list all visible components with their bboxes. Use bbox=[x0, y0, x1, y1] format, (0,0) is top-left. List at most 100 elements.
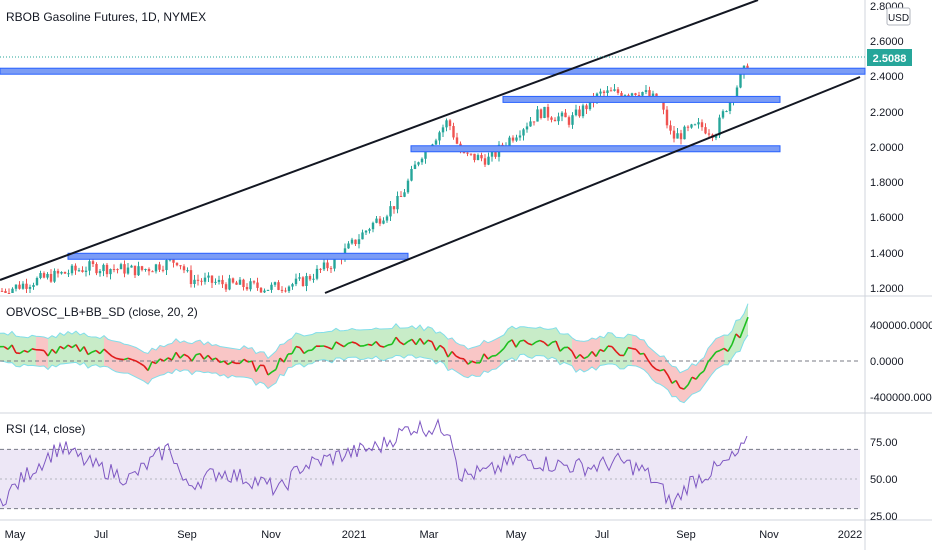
candle-body bbox=[536, 109, 538, 121]
candle-body bbox=[158, 264, 160, 269]
candle-body bbox=[393, 206, 395, 209]
candle-body bbox=[183, 266, 185, 270]
oscillator-band-fill bbox=[248, 348, 252, 379]
candle-body bbox=[543, 107, 545, 118]
candle-body bbox=[683, 127, 685, 139]
candle-body bbox=[547, 107, 549, 118]
price-tick-label: 1.6000 bbox=[870, 212, 904, 224]
candle-body bbox=[449, 120, 451, 126]
candle-body bbox=[15, 285, 17, 289]
oscillator-band-fill bbox=[388, 329, 392, 359]
candle-body bbox=[725, 111, 727, 112]
oscillator-band-fill bbox=[132, 346, 136, 377]
candle-body bbox=[484, 158, 486, 164]
oscillator-band-fill bbox=[36, 336, 40, 366]
oscillator-band-fill bbox=[116, 341, 120, 372]
candle-body bbox=[382, 221, 384, 224]
price-tick-label: 2.0000 bbox=[870, 142, 904, 154]
candle-body bbox=[561, 113, 563, 117]
time-tick-label: May bbox=[5, 529, 26, 541]
candle-body bbox=[417, 162, 419, 164]
candle-body bbox=[144, 269, 146, 270]
candle-body bbox=[99, 271, 101, 273]
candle-body bbox=[249, 281, 251, 289]
candle-body bbox=[302, 277, 304, 286]
oscillator-segment bbox=[32, 349, 36, 350]
price-pane[interactable] bbox=[0, 0, 865, 294]
candle-body bbox=[606, 90, 608, 93]
rsi-tick-label: 50.00 bbox=[870, 474, 898, 486]
candle-body bbox=[120, 264, 122, 269]
candle-body bbox=[708, 133, 710, 134]
oscillator-segment bbox=[40, 350, 44, 351]
candle-body bbox=[74, 266, 76, 271]
candle-body bbox=[347, 243, 349, 248]
oscillator-segment bbox=[196, 354, 200, 355]
candle-body bbox=[211, 276, 213, 283]
candle-body bbox=[176, 263, 178, 265]
candle-body bbox=[669, 125, 671, 130]
candle-body bbox=[403, 192, 405, 196]
candle-body bbox=[116, 269, 118, 270]
candle-body bbox=[225, 284, 227, 289]
oscillator-band-fill bbox=[40, 336, 44, 366]
candle-body bbox=[529, 121, 531, 126]
candle-body bbox=[323, 263, 325, 270]
price-tick-label: 2.4000 bbox=[870, 71, 904, 83]
candle-body bbox=[25, 284, 27, 289]
candle-body bbox=[438, 132, 440, 140]
oscillator-segment bbox=[388, 344, 392, 345]
candle-body bbox=[267, 290, 269, 291]
candle-body bbox=[410, 169, 412, 181]
oscillator-band-fill bbox=[120, 342, 124, 373]
horizontal-level-line bbox=[503, 96, 780, 102]
candle-body bbox=[400, 196, 402, 197]
candle-body bbox=[722, 111, 724, 117]
candle-body bbox=[515, 138, 517, 141]
candle-body bbox=[246, 287, 248, 289]
candle-body bbox=[130, 266, 132, 268]
horizontal-level-line bbox=[0, 68, 865, 74]
candle-body bbox=[582, 105, 584, 116]
candle-body bbox=[291, 284, 293, 286]
horizontal-level-line bbox=[68, 253, 408, 259]
candle-body bbox=[295, 279, 297, 284]
rsi-pane[interactable] bbox=[0, 420, 860, 509]
candle-body bbox=[263, 291, 265, 293]
candle-body bbox=[106, 265, 108, 274]
candle-body bbox=[512, 138, 514, 141]
candle-body bbox=[333, 259, 335, 269]
candle-body bbox=[11, 289, 13, 293]
price-tick-label: 2.6000 bbox=[870, 36, 904, 48]
candle-body bbox=[64, 272, 66, 274]
oscillator-band-fill bbox=[680, 371, 684, 403]
oscillator-segment bbox=[628, 348, 632, 349]
candle-body bbox=[540, 109, 542, 118]
candle-body bbox=[599, 92, 601, 94]
oscillator-band-fill bbox=[492, 339, 496, 370]
candle-body bbox=[193, 280, 195, 284]
candle-body bbox=[197, 280, 199, 281]
candle-body bbox=[179, 265, 181, 266]
candle-body bbox=[697, 122, 699, 124]
candle-body bbox=[22, 284, 24, 289]
time-tick-label: Nov bbox=[759, 529, 779, 541]
candle-body bbox=[4, 291, 6, 293]
price-tick-label: 2.2000 bbox=[870, 107, 904, 119]
oscillator-segment bbox=[116, 358, 120, 359]
currency-button[interactable]: USD bbox=[887, 8, 910, 25]
time-tick-label: 2021 bbox=[342, 529, 366, 541]
candle-body bbox=[575, 109, 577, 115]
candle-body bbox=[617, 89, 619, 93]
candle-body bbox=[442, 127, 444, 132]
candle-body bbox=[585, 105, 587, 109]
channel-upper-line bbox=[0, 0, 758, 280]
candle-body bbox=[554, 120, 556, 121]
candle-body bbox=[690, 124, 692, 127]
candle-body bbox=[204, 278, 206, 282]
time-tick-label: May bbox=[506, 529, 527, 541]
candle-body bbox=[165, 260, 167, 270]
oscillator-tick-label: 400000.0000 bbox=[870, 320, 932, 332]
